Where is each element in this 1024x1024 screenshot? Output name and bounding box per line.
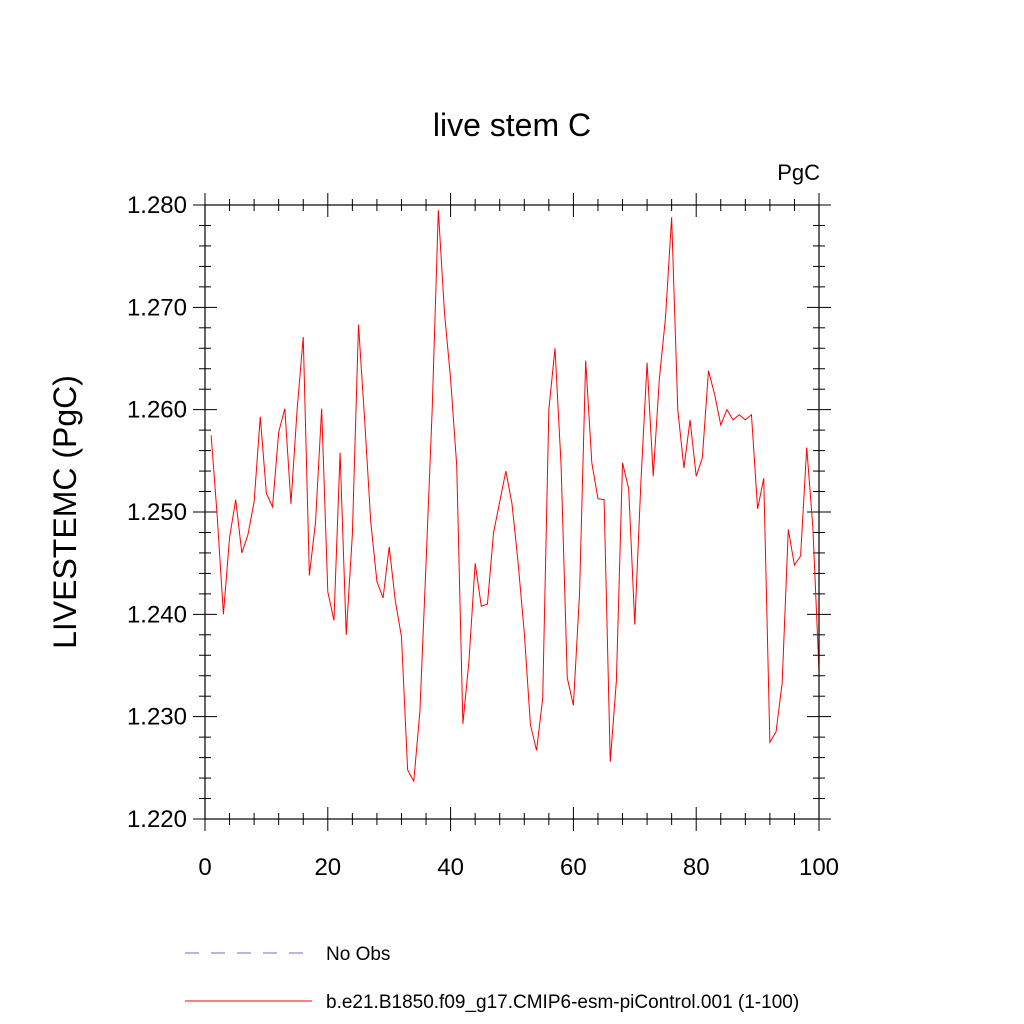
legend: No Obs b.e21.B1850.f09_g17.CMIP6-esm-piC… — [185, 944, 799, 1013]
series-lines — [210, 210, 820, 783]
x-tick-label: 20 — [314, 854, 341, 881]
x-tick-label: 40 — [437, 854, 464, 881]
chart-title: live stem C — [433, 107, 591, 143]
axis-tick-labels: 1.220 1.230 1.240 1.250 1.260 1.270 1.280 0 20 40… — [127, 192, 839, 881]
x-tick-label: 60 — [560, 854, 587, 881]
legend-label-no-obs: No Obs — [326, 944, 390, 965]
y-tick-label: 1.250 — [127, 499, 187, 526]
y-tick-label: 1.260 — [127, 397, 187, 424]
y-tick-label: 1.270 — [127, 294, 187, 321]
x-tick-label: 0 — [198, 854, 211, 881]
y-tick-label: 1.240 — [127, 601, 187, 628]
y-tick-label: 1.230 — [127, 704, 187, 731]
x-tick-label: 100 — [799, 854, 839, 881]
x-tick-label: 80 — [683, 854, 710, 881]
units-label: PgC — [777, 160, 820, 185]
series-line-0 — [210, 210, 820, 783]
y-tick-label: 1.220 — [127, 806, 187, 833]
axis-ticks — [193, 193, 831, 831]
legend-label-model: b.e21.B1850.f09_g17.CMIP6-esm-piControl.… — [326, 992, 799, 1013]
plot-frame — [204, 204, 820, 820]
y-tick-label: 1.280 — [127, 192, 187, 219]
y-axis-label: LIVESTEMC (PgC) — [47, 375, 83, 649]
